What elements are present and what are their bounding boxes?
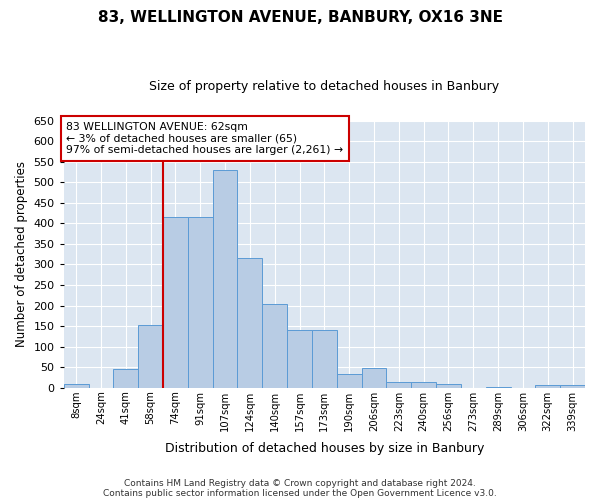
Bar (113, 369, 138, 388)
Bar (337, 374, 362, 388)
Bar (212, 170, 238, 388)
Bar (262, 304, 287, 388)
Bar (560, 385, 585, 388)
Text: 83, WELLINGTON AVENUE, BANBURY, OX16 3NE: 83, WELLINGTON AVENUE, BANBURY, OX16 3NE (97, 10, 503, 25)
Bar (287, 330, 312, 388)
Bar (163, 217, 188, 388)
Bar (411, 382, 436, 388)
Bar (64, 384, 89, 388)
Bar (138, 326, 163, 388)
Bar (386, 382, 411, 388)
Bar (362, 368, 386, 388)
Bar (188, 217, 212, 388)
X-axis label: Distribution of detached houses by size in Banbury: Distribution of detached houses by size … (164, 442, 484, 455)
Bar (238, 258, 262, 388)
Bar (486, 386, 511, 388)
Y-axis label: Number of detached properties: Number of detached properties (15, 161, 28, 347)
Text: Contains HM Land Registry data © Crown copyright and database right 2024.: Contains HM Land Registry data © Crown c… (124, 478, 476, 488)
Text: Contains public sector information licensed under the Open Government Licence v3: Contains public sector information licen… (103, 488, 497, 498)
Bar (535, 385, 560, 388)
Text: 83 WELLINGTON AVENUE: 62sqm
← 3% of detached houses are smaller (65)
97% of semi: 83 WELLINGTON AVENUE: 62sqm ← 3% of deta… (67, 122, 343, 155)
Bar (436, 384, 461, 388)
Bar (312, 330, 337, 388)
Title: Size of property relative to detached houses in Banbury: Size of property relative to detached ho… (149, 80, 499, 93)
